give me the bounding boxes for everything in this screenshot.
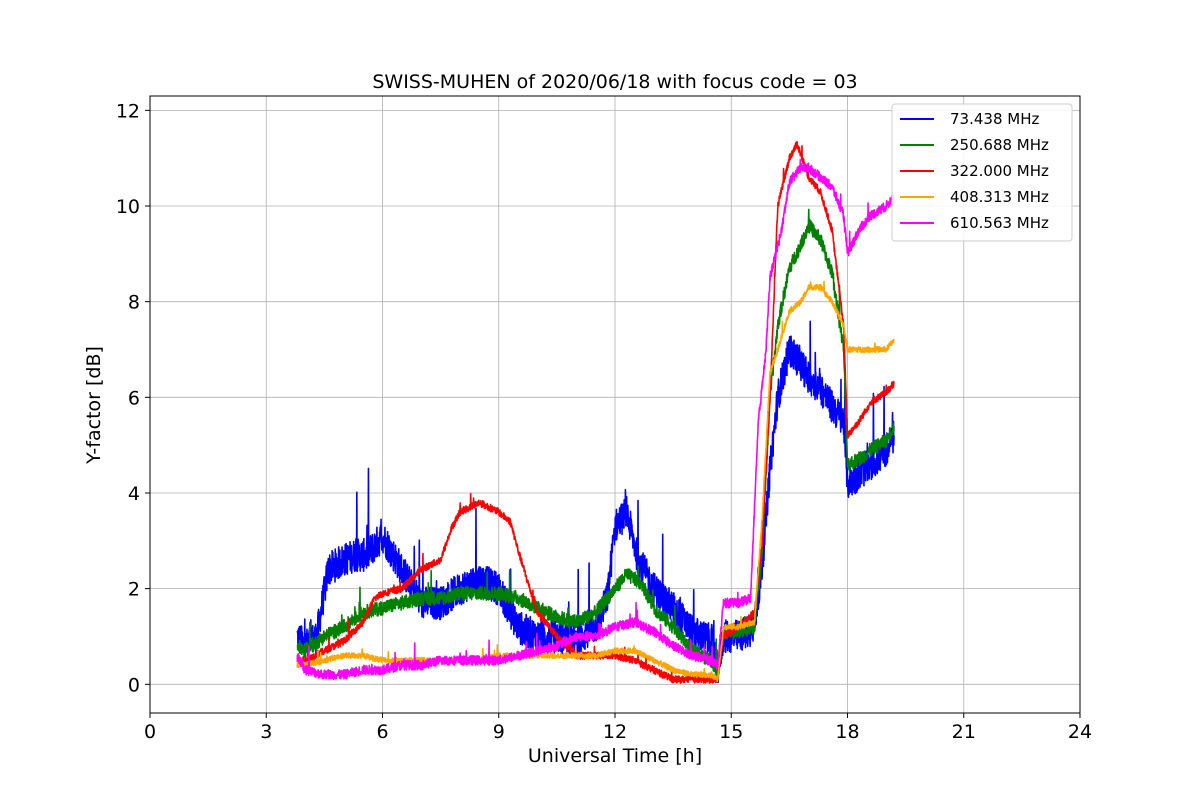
legend: 73.438 MHz 250.688 MHz 322.000 MHz 408.313 … <box>891 103 1073 242</box>
x-tick-label: 6 <box>376 721 388 743</box>
x-tick-label: 3 <box>260 721 272 743</box>
series-layer <box>296 141 895 684</box>
series-line-1 <box>296 208 895 683</box>
y-tick-label: 0 <box>128 674 140 696</box>
legend-label: 610.563 MHz <box>950 214 1049 232</box>
y-axis: 0 2 4 6 8 10 12 <box>116 100 150 696</box>
legend-box <box>891 103 1073 242</box>
x-tick-label: 18 <box>835 721 859 743</box>
y-tick-label: 2 <box>128 579 140 601</box>
x-axis-label: Universal Time [h] <box>528 745 702 767</box>
legend-label: 408.313 MHz <box>950 188 1049 206</box>
x-tick-label: 24 <box>1068 721 1092 743</box>
y-tick-label: 8 <box>128 292 140 314</box>
y-tick-label: 6 <box>128 387 140 409</box>
series-line-4 <box>296 158 895 681</box>
x-tick-label: 15 <box>719 721 743 743</box>
plot-area <box>296 141 895 684</box>
y-tick-label: 12 <box>116 100 140 122</box>
x-tick-label: 9 <box>493 721 505 743</box>
legend-label: 250.688 MHz <box>950 136 1049 154</box>
legend-label: 322.000 MHz <box>950 162 1049 180</box>
series-line-3 <box>296 280 895 683</box>
x-axis: 0 3 6 9 12 15 18 21 24 <box>144 713 1092 743</box>
y-tick-label: 10 <box>116 196 140 218</box>
x-tick-label: 21 <box>952 721 976 743</box>
x-tick-label: 0 <box>144 721 156 743</box>
y-tick-label: 4 <box>128 483 140 505</box>
y-axis-label: Y-factor [dB] <box>83 346 105 465</box>
x-tick-label: 12 <box>603 721 627 743</box>
legend-label: 73.438 MHz <box>950 110 1039 128</box>
chart-title: SWISS-MUHEN of 2020/06/18 with focus cod… <box>372 71 857 93</box>
